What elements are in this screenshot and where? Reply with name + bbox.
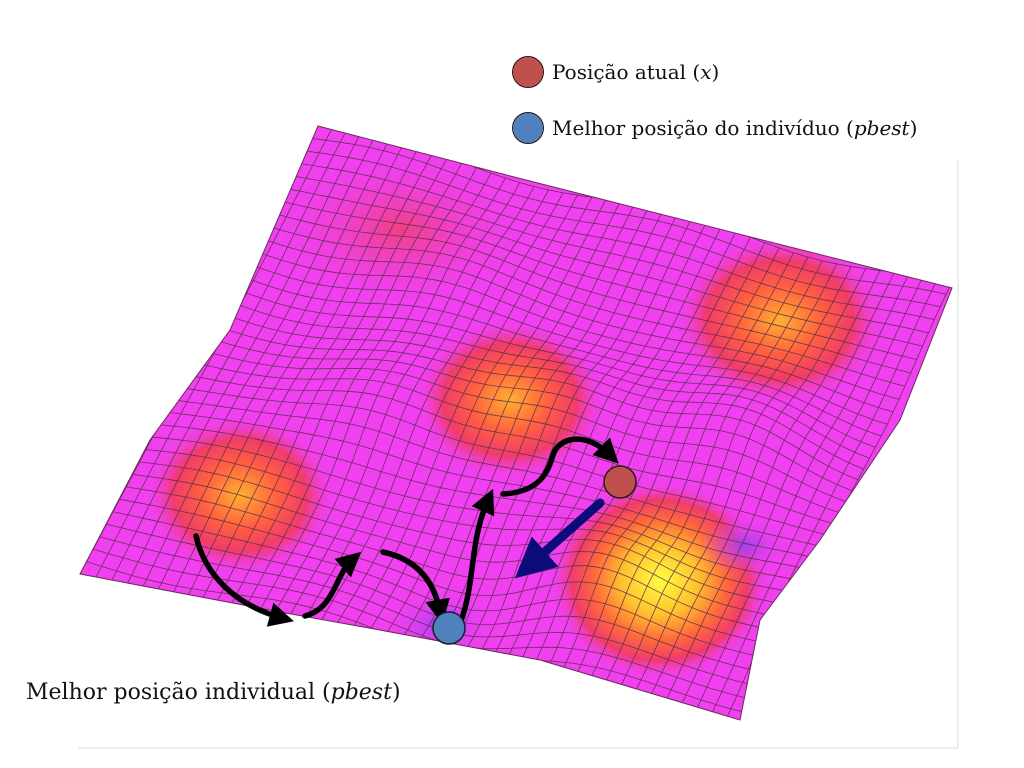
surface-mesh	[79, 125, 953, 721]
legend-current-position: Posição atual (x)	[512, 56, 719, 88]
best-position-annotation: Melhor posição individual (pbest)	[26, 680, 401, 705]
current-position-particle	[603, 465, 637, 499]
best-position-particle	[432, 611, 466, 645]
velocity-arrow	[514, 498, 605, 579]
legend-red-dot	[512, 56, 544, 88]
path-arrow-2	[302, 551, 362, 619]
path-arrow-3	[380, 549, 450, 625]
trajectory-arrows	[193, 436, 619, 627]
legend-current-label: Posição atual (x)	[552, 60, 720, 84]
legend-best-position: Melhor posição do indivíduo (pbest)	[512, 112, 917, 144]
legend-blue-dot	[512, 112, 544, 144]
path-arrow-4	[459, 488, 495, 621]
legend-best-label: Melhor posição do indivíduo (pbest)	[552, 116, 918, 140]
path-arrow-1	[193, 533, 294, 627]
path-arrow-5	[500, 436, 619, 497]
